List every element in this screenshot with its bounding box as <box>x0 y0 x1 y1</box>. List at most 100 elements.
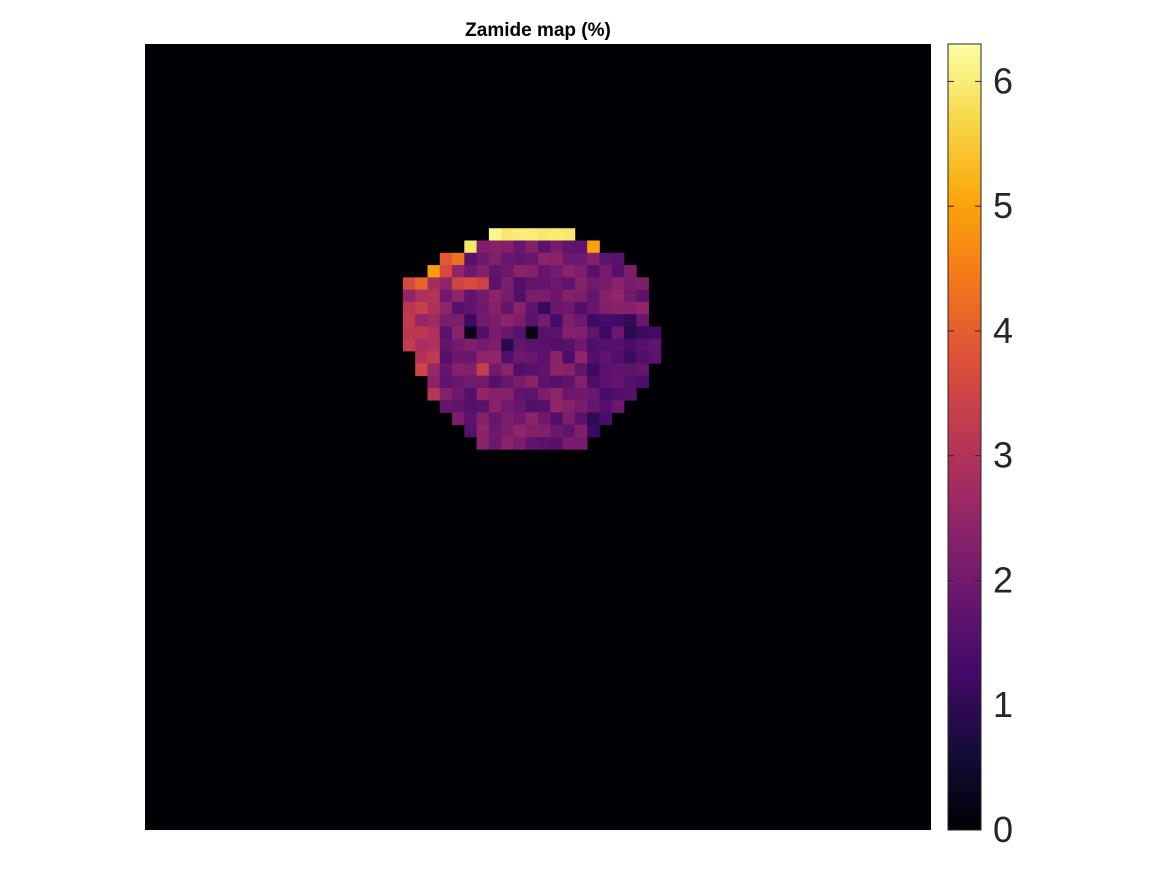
heatmap-cell <box>611 314 625 327</box>
heatmap-cell <box>636 289 649 303</box>
heatmap-cell <box>550 375 563 389</box>
heatmap-cell <box>574 437 588 450</box>
heatmap-cell <box>439 301 453 315</box>
heatmap-cell <box>550 252 563 266</box>
heatmap-cell <box>587 351 600 364</box>
heatmap-cell <box>501 289 514 303</box>
heatmap-cell <box>464 375 477 389</box>
heatmap-cell <box>538 252 551 266</box>
heatmap-cell <box>623 351 637 364</box>
heatmap-cell <box>439 252 453 266</box>
heatmap-cell <box>476 400 490 413</box>
heatmap-cell <box>574 240 588 254</box>
heatmap-cell <box>525 228 539 241</box>
heatmap-cell <box>574 375 588 389</box>
heatmap-cell <box>574 338 588 352</box>
heatmap-cell <box>599 400 613 413</box>
heatmap-cell <box>562 277 576 291</box>
heatmap-cell <box>587 412 600 426</box>
heatmap-cell <box>574 289 588 303</box>
heatmap-cell <box>599 314 613 327</box>
heatmap-cell <box>587 326 600 340</box>
heatmap-cell <box>636 314 649 327</box>
heatmap-cell <box>611 289 625 303</box>
heatmap-cell <box>427 265 441 278</box>
colorbar-tick-label: 6 <box>993 60 1013 101</box>
heatmap-cell <box>439 400 453 413</box>
heatmap-cell <box>501 314 514 327</box>
heatmap-cell <box>501 387 514 401</box>
heatmap-cell <box>562 400 576 413</box>
heatmap-cell <box>538 351 551 364</box>
heatmap-cell <box>611 265 625 278</box>
heatmap-cell <box>513 351 527 364</box>
heatmap-cell <box>501 277 514 291</box>
heatmap-cell <box>562 375 576 389</box>
heatmap-cell <box>488 277 502 291</box>
heatmap-cell <box>587 375 600 389</box>
heatmap-cell <box>636 351 649 364</box>
heatmap-cell <box>525 363 539 376</box>
heatmap-cell <box>427 375 441 389</box>
heatmap-cell <box>402 314 416 327</box>
heatmap-cell <box>488 252 502 266</box>
heatmap-cell <box>476 289 490 303</box>
heatmap-cell <box>611 277 625 291</box>
heatmap-cell <box>501 240 514 254</box>
heatmap-cell <box>513 277 527 291</box>
heatmap-cell <box>476 387 490 401</box>
heatmap-cell <box>452 400 465 413</box>
heatmap-cell <box>439 289 453 303</box>
heatmap-cell <box>402 326 416 340</box>
heatmap-cell <box>513 240 527 254</box>
heatmap-cell <box>488 228 502 241</box>
heatmap-cell <box>648 326 662 340</box>
colorbar-ticks: 0 1 2 3 4 5 6 <box>948 60 1013 850</box>
heatmap-cell <box>476 351 490 364</box>
heatmap-cell <box>525 314 539 327</box>
heatmap-cell <box>513 314 527 327</box>
heatmap-cell <box>488 424 502 438</box>
heatmap-cell <box>513 326 527 340</box>
heatmap-cell <box>574 301 588 315</box>
heatmap-cell <box>513 228 527 241</box>
heatmap-cell <box>574 387 588 401</box>
heatmap-cell <box>636 375 649 389</box>
heatmap-cell <box>427 289 441 303</box>
heatmap-cell <box>415 314 428 327</box>
heatmap-cell <box>525 412 539 426</box>
heatmap-cell <box>525 289 539 303</box>
heatmap-cell <box>611 351 625 364</box>
heatmap-cell <box>550 326 563 340</box>
heatmap-cell <box>574 351 588 364</box>
heatmap-cell <box>464 326 477 340</box>
heatmap-cell <box>623 265 637 278</box>
heatmap-cell <box>525 338 539 352</box>
heatmap-cell <box>538 240 551 254</box>
heatmap-cell <box>452 363 465 376</box>
heatmap-cell <box>513 424 527 438</box>
heatmap-cell <box>501 363 514 376</box>
chart-title: Zamide map (%) <box>465 20 611 41</box>
heatmap-cell <box>488 363 502 376</box>
heatmap-cell <box>562 326 576 340</box>
heatmap-cell <box>464 351 477 364</box>
heatmap-cell <box>452 375 465 389</box>
heatmap-cell <box>550 351 563 364</box>
heatmap-cell <box>550 412 563 426</box>
heatmap-cell <box>415 326 428 340</box>
heatmap-cell <box>538 301 551 315</box>
heatmap-cell <box>501 252 514 266</box>
heatmap-cell <box>562 363 576 376</box>
heatmap-cell <box>415 277 428 291</box>
heatmap-cell <box>476 412 490 426</box>
heatmap-cell <box>648 351 662 364</box>
heatmap-cell <box>488 351 502 364</box>
heatmap-cell <box>525 277 539 291</box>
heatmap-cell <box>562 412 576 426</box>
heatmap-cell <box>611 387 625 401</box>
heatmap-cell <box>611 326 625 340</box>
heatmap-cell <box>648 338 662 352</box>
heatmap-cell <box>562 314 576 327</box>
heatmap-cell <box>488 338 502 352</box>
